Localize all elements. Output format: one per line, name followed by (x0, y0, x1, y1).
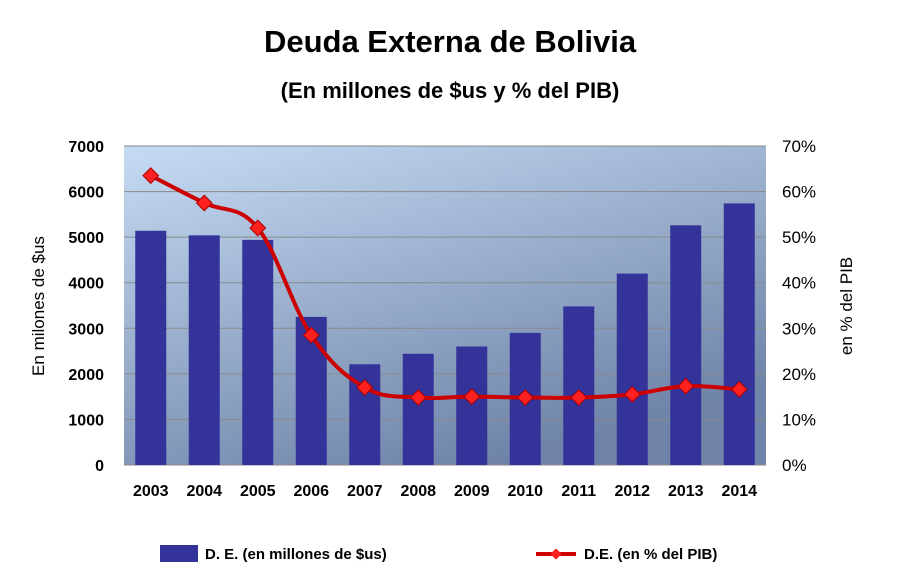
x-tick: 2009 (454, 483, 490, 500)
y-tick-right: 70% (782, 137, 816, 156)
legend-line-marker (550, 548, 562, 560)
left-axis-ticks: 0 1000 2000 3000 4000 5000 6000 7000 (68, 139, 104, 475)
x-tick: 2012 (614, 483, 650, 500)
y-tick-left: 3000 (68, 321, 104, 338)
line-point (142, 167, 160, 185)
line-series (142, 167, 748, 407)
x-tick: 2003 (133, 483, 169, 500)
bar (188, 235, 220, 465)
x-tick: 2007 (347, 483, 383, 500)
x-tick: 2013 (668, 483, 704, 500)
line-point (249, 219, 267, 237)
y-tick-right: 60% (782, 183, 816, 202)
line-point (570, 389, 588, 407)
bar (670, 225, 702, 465)
bar (723, 203, 755, 466)
y-tick-left: 0 (95, 458, 104, 475)
y-tick-left: 5000 (68, 230, 104, 247)
x-axis-ticks: 2003 2004 2005 2006 2007 2008 2009 2010 2011 2012… (133, 483, 757, 500)
chart-title: Deuda Externa de Bolivia (264, 24, 637, 59)
plot-area (124, 146, 766, 465)
x-tick: 2004 (186, 483, 222, 500)
y-tick-right: 10% (782, 410, 816, 429)
line-point (409, 389, 427, 407)
chart-subtitle: (En millones de $us y % del PIB) (281, 78, 620, 103)
y-tick-left: 2000 (68, 367, 104, 384)
y-tick-left: 6000 (68, 185, 104, 202)
right-axis-ticks: 0% 10% 20% 30% 40% 50% 60% 70% (782, 137, 816, 475)
line-point (356, 379, 374, 397)
line-point (516, 389, 534, 407)
bar (402, 353, 434, 465)
y-tick-left: 1000 (68, 412, 104, 429)
line-point (677, 377, 695, 395)
y-tick-right: 50% (782, 228, 816, 247)
y-tick-left: 7000 (68, 139, 104, 156)
bar (456, 346, 488, 465)
y-axis-title-left: En milones de $us (29, 236, 48, 376)
bar (242, 239, 274, 465)
y-tick-right: 40% (782, 274, 816, 293)
bar (563, 306, 595, 465)
bar (616, 273, 648, 465)
y-tick-right: 0% (782, 456, 807, 475)
x-tick: 2006 (293, 483, 329, 500)
legend-bar-swatch (160, 545, 198, 562)
line-point (195, 194, 213, 212)
bar (135, 230, 167, 465)
x-tick: 2011 (561, 483, 596, 500)
bar-series (135, 203, 755, 466)
x-tick: 2008 (400, 483, 436, 500)
y-tick-left: 4000 (68, 276, 104, 293)
y-tick-right: 30% (782, 319, 816, 338)
x-tick: 2005 (240, 483, 276, 500)
y-tick-right: 20% (782, 365, 816, 384)
x-tick: 2010 (507, 483, 543, 500)
line-point (730, 380, 748, 398)
y-axis-title-right: en % del PIB (837, 257, 856, 355)
legend: D. E. (en millones de $us) D.E. (en % de… (160, 545, 717, 563)
line-point (623, 385, 641, 403)
line-point (463, 388, 481, 406)
x-tick: 2014 (721, 483, 757, 500)
gridlines (124, 145, 766, 466)
line-point (302, 326, 320, 344)
legend-line-label: D.E. (en % del PIB) (584, 546, 717, 563)
legend-bar-label: D. E. (en millones de $us) (205, 546, 387, 563)
